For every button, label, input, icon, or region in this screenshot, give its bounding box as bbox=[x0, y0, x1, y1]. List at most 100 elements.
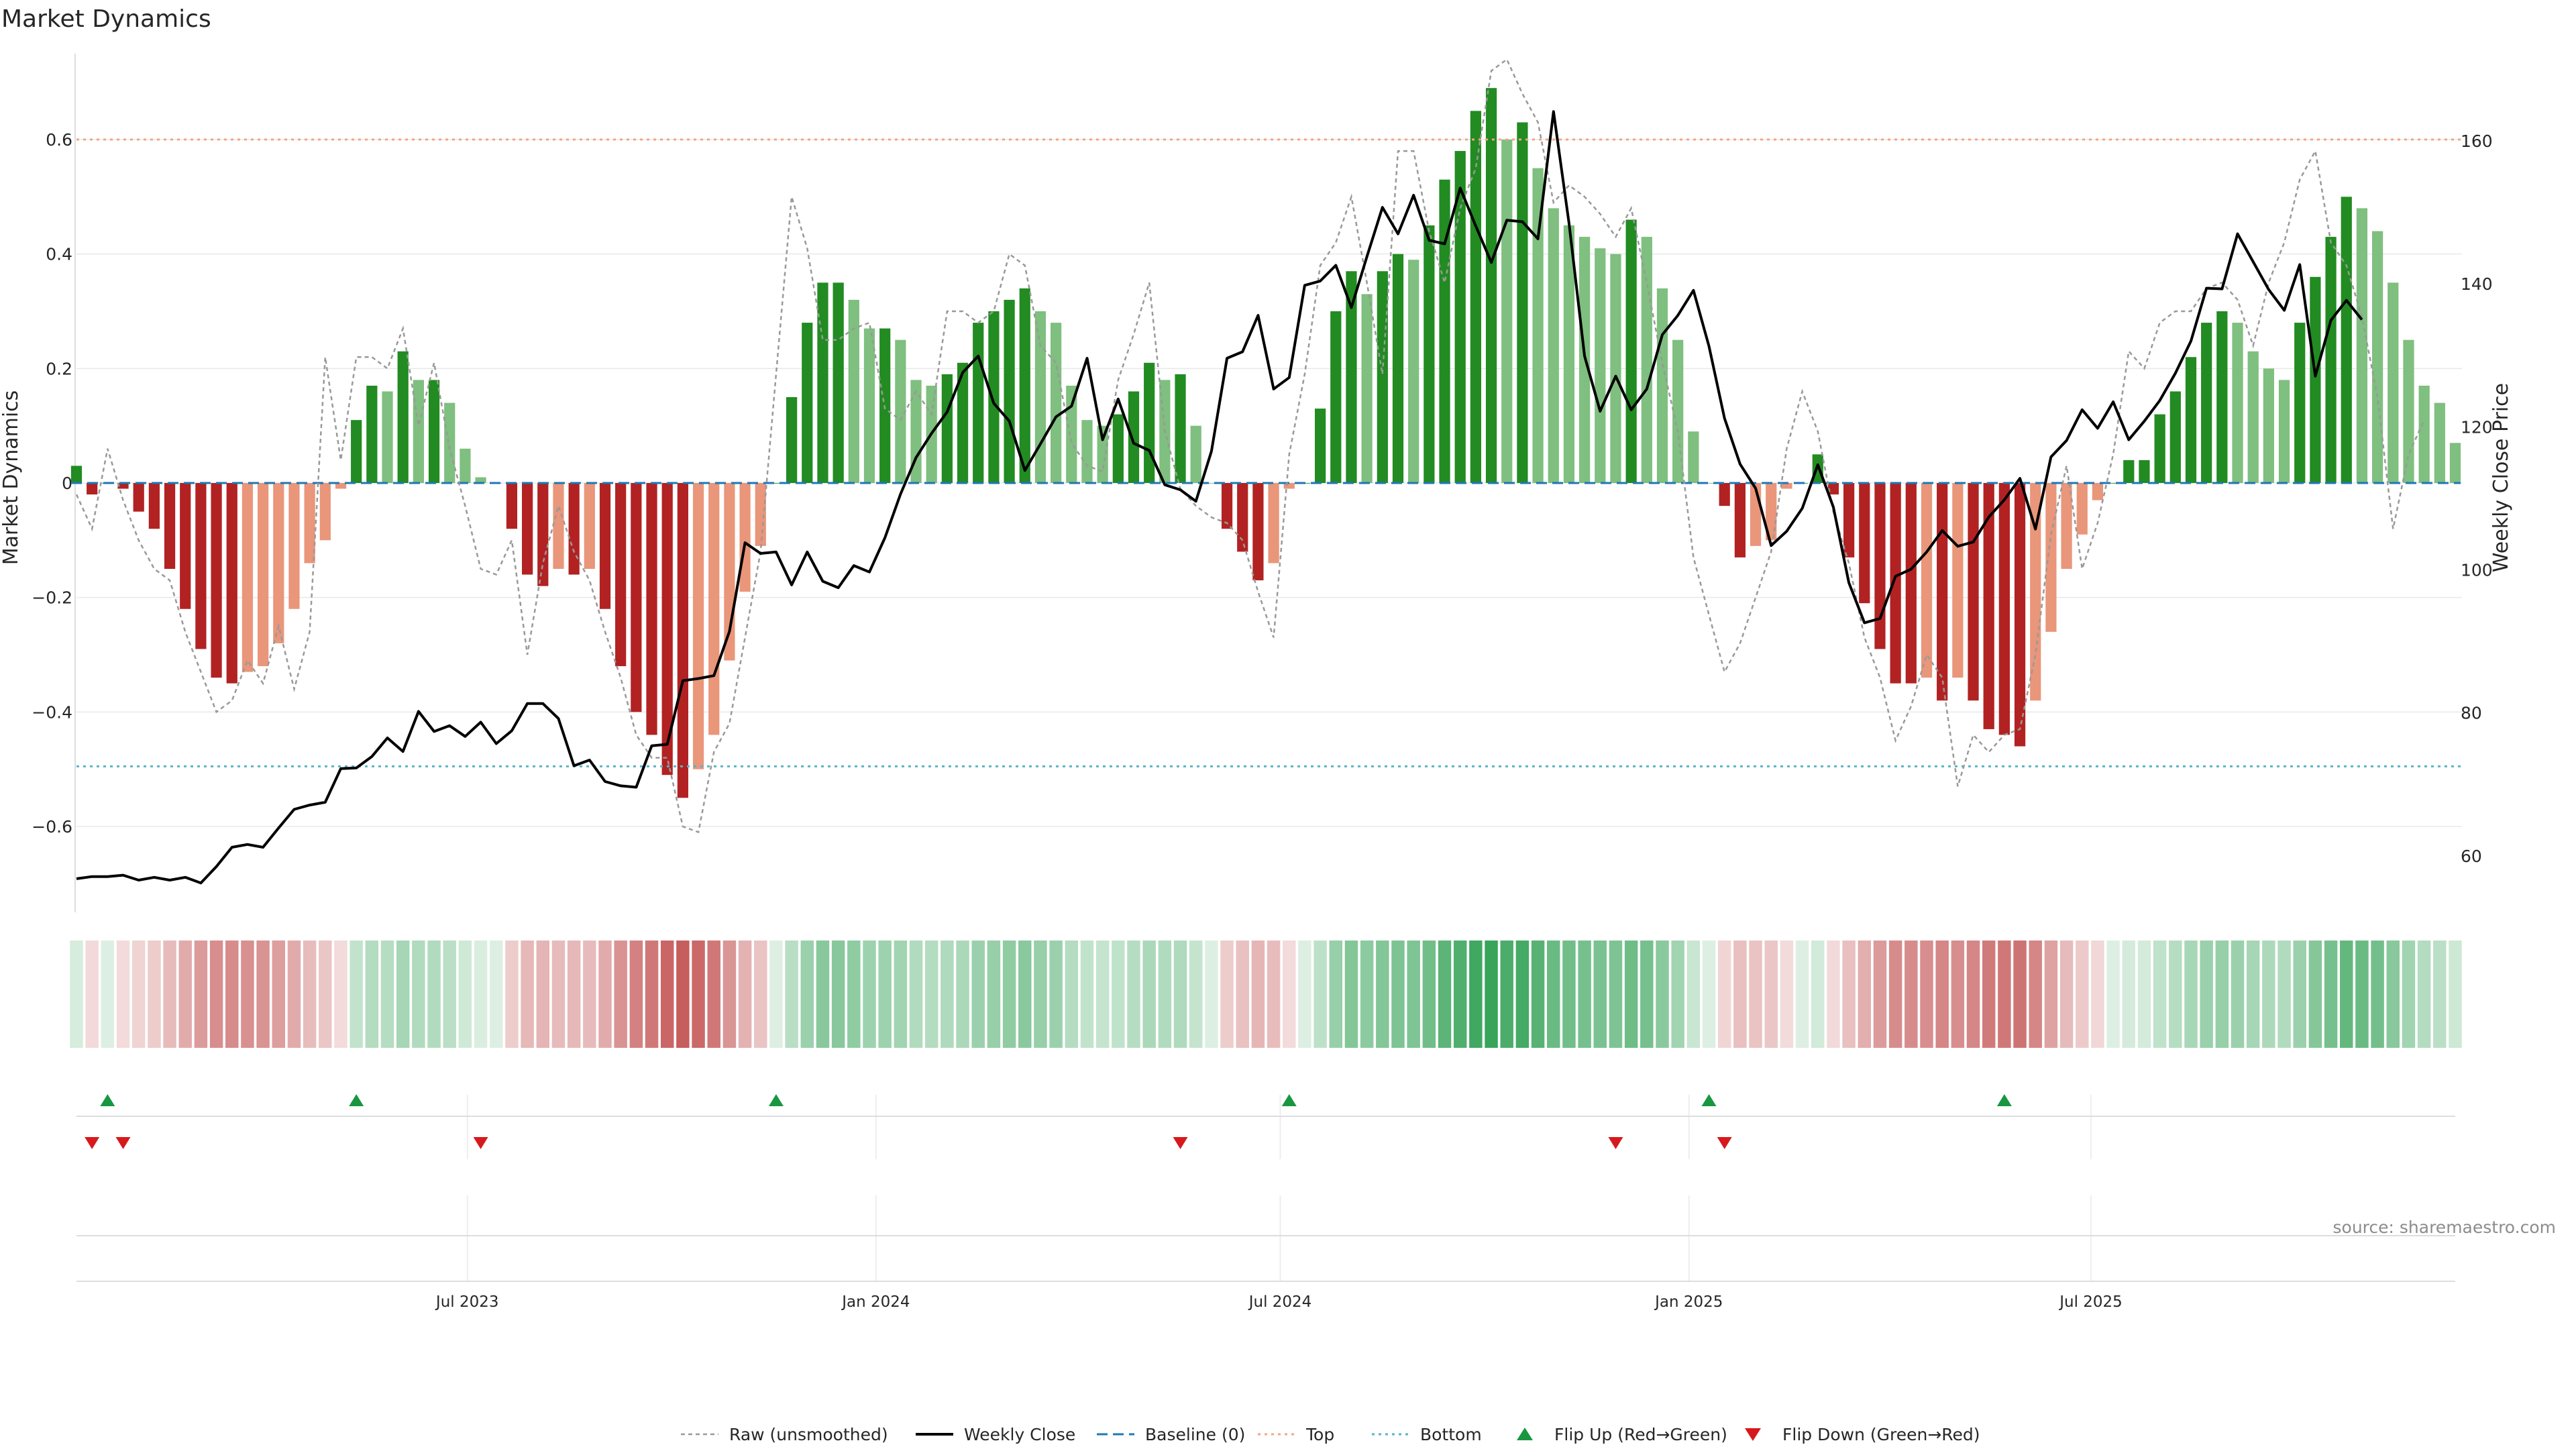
legend-swatch-flip-down bbox=[1745, 1428, 1761, 1441]
heat-cell bbox=[1080, 941, 1094, 1048]
dynamics-bar bbox=[273, 483, 284, 643]
heat-cell bbox=[225, 941, 239, 1048]
dynamics-bar bbox=[2278, 380, 2290, 483]
legend-label: Weekly Close bbox=[964, 1425, 1075, 1444]
dynamics-bar bbox=[973, 323, 984, 483]
y-right-tick-label: 100 bbox=[2461, 560, 2493, 580]
heat-cell bbox=[2277, 941, 2291, 1048]
dynamics-bar bbox=[2263, 368, 2274, 483]
dynamics-bar bbox=[366, 385, 378, 483]
heat-cell bbox=[1267, 941, 1281, 1048]
dynamics-bar bbox=[148, 483, 160, 529]
heat-cell bbox=[1298, 941, 1311, 1048]
heat-cell bbox=[1173, 941, 1187, 1048]
dynamics-bar bbox=[2449, 443, 2461, 483]
dynamics-bar bbox=[1672, 339, 1684, 483]
heat-cell bbox=[1733, 941, 1747, 1048]
legend-swatch-flip-up bbox=[1517, 1428, 1533, 1440]
heat-cell bbox=[2076, 941, 2089, 1048]
axis-layer: 0.6 0.4 0.2 0 −0.2 −0.4 −0.6 160 140 120 100 80 60 Ju… bbox=[32, 54, 2493, 1311]
x-tick-label: Jan 2025 bbox=[1654, 1293, 1723, 1311]
dynamics-bar bbox=[164, 483, 176, 569]
heat-cell bbox=[2184, 941, 2198, 1048]
flip-down-marker bbox=[85, 1137, 100, 1149]
legend-label: Top bbox=[1305, 1425, 1334, 1444]
y-left-tick-label: 0 bbox=[62, 474, 72, 493]
dynamics-bar bbox=[335, 483, 347, 489]
dynamics-bar bbox=[2185, 357, 2197, 483]
heat-cell bbox=[660, 941, 674, 1048]
heat-cell bbox=[2153, 941, 2167, 1048]
heat-cell bbox=[2106, 941, 2120, 1048]
heat-cell bbox=[1951, 941, 1965, 1048]
dynamics-bar bbox=[2232, 323, 2243, 483]
heat-cell bbox=[1998, 941, 2011, 1048]
heat-cell bbox=[131, 941, 146, 1048]
heat-cell bbox=[365, 941, 379, 1048]
dynamics-bar bbox=[1563, 225, 1575, 483]
x-tick-label: Jul 2024 bbox=[1248, 1293, 1312, 1311]
dynamics-bar bbox=[553, 483, 564, 569]
dynamics-bar bbox=[1175, 374, 1186, 483]
heat-cell bbox=[1515, 941, 1529, 1048]
heat-cell bbox=[474, 941, 488, 1048]
dynamics-bar bbox=[1408, 260, 1419, 483]
heat-cell bbox=[178, 941, 192, 1048]
flip-markers bbox=[76, 1094, 2455, 1149]
dynamics-bar bbox=[1004, 299, 1015, 483]
dynamics-bar bbox=[2403, 339, 2414, 483]
heat-cell bbox=[2355, 941, 2369, 1048]
heat-cell bbox=[567, 941, 581, 1048]
dynamics-bar bbox=[241, 483, 254, 672]
heat-cell bbox=[1127, 941, 1140, 1048]
flip-up-marker bbox=[1281, 1094, 1297, 1106]
heat-cell bbox=[521, 941, 534, 1048]
x-tick-label: Jul 2025 bbox=[2058, 1293, 2123, 1311]
heat-cell bbox=[1671, 941, 1684, 1048]
dynamics-bar bbox=[133, 483, 144, 512]
dynamics-bar bbox=[1346, 271, 1357, 483]
heat-cell bbox=[722, 941, 737, 1048]
heat-cell bbox=[85, 941, 99, 1048]
heat-cell bbox=[614, 941, 627, 1048]
axis-labels: Market Dynamics Weekly Close Price sourc… bbox=[0, 383, 2556, 1237]
line-layer bbox=[71, 58, 2462, 885]
heat-cell bbox=[1624, 941, 1638, 1048]
dynamics-bar bbox=[2372, 231, 2383, 483]
dynamics-bar bbox=[863, 328, 875, 483]
heat-cell bbox=[350, 941, 363, 1048]
heat-cell bbox=[1112, 941, 1125, 1048]
dynamics-bar bbox=[444, 402, 455, 483]
dynamics-bar bbox=[1937, 483, 1948, 701]
heat-cell bbox=[2091, 941, 2104, 1048]
dynamics-bar bbox=[180, 483, 191, 609]
dynamics-bar bbox=[319, 483, 331, 541]
legend-item: Bottom bbox=[1372, 1425, 1482, 1444]
heat-cell bbox=[1686, 941, 1701, 1048]
dynamics-bar bbox=[584, 483, 595, 569]
y-left-tick-label: −0.6 bbox=[32, 817, 72, 837]
dynamics-bar bbox=[1377, 271, 1388, 483]
dynamics-bar bbox=[1112, 414, 1124, 483]
heat-cell bbox=[1547, 941, 1560, 1048]
heat-cell bbox=[909, 941, 923, 1048]
heat-cell bbox=[1904, 941, 1918, 1048]
heat-cell bbox=[1578, 941, 1591, 1048]
y-right-tick-label: 140 bbox=[2461, 274, 2493, 294]
dynamics-bar bbox=[2139, 460, 2150, 483]
dynamics-bar bbox=[1315, 409, 1326, 483]
flip-down-marker bbox=[1717, 1137, 1732, 1149]
dynamics-bar bbox=[382, 391, 393, 483]
heat-cell bbox=[1795, 941, 1809, 1048]
dynamics-bar bbox=[646, 483, 657, 735]
heat-strip bbox=[70, 941, 2462, 1048]
dynamics-bar bbox=[708, 483, 720, 735]
heat-cell bbox=[785, 941, 798, 1048]
dynamics-bar bbox=[2356, 208, 2368, 483]
heat-cell bbox=[1189, 941, 1203, 1048]
heat-cell bbox=[2200, 941, 2213, 1048]
legend-label: Flip Down (Green→Red) bbox=[1782, 1425, 1980, 1444]
dynamics-bar bbox=[910, 380, 922, 483]
heat-cell bbox=[1531, 941, 1545, 1048]
